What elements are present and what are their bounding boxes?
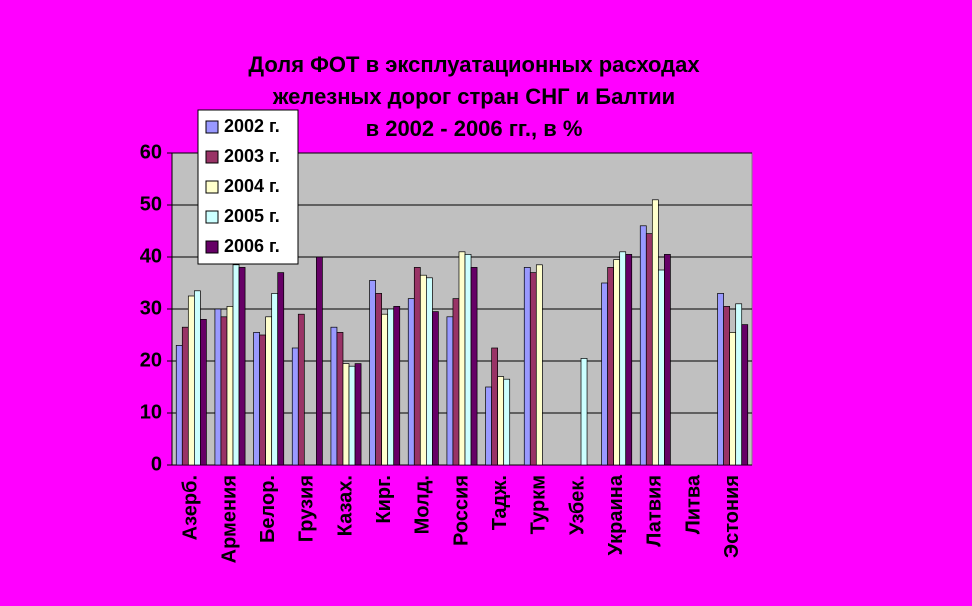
bar: [181, 326, 189, 466]
bar: [407, 298, 415, 466]
bar: [491, 347, 499, 466]
legend-swatch: [205, 150, 219, 164]
x-tick-label: Белор.: [257, 475, 279, 543]
bar: [651, 199, 659, 466]
x-tick-label: Украина: [605, 474, 627, 555]
bar: [580, 358, 588, 466]
y-tick-label: 30: [140, 297, 162, 319]
bar: [717, 293, 724, 466]
bar: [601, 282, 608, 466]
bar: [271, 293, 279, 466]
x-tick-label: Узбек.: [566, 475, 588, 535]
bar: [277, 272, 285, 466]
bar: [425, 277, 433, 466]
bar: [193, 290, 201, 466]
bar: [645, 233, 653, 466]
legend-swatch: [205, 210, 219, 224]
bar: [619, 251, 627, 466]
bar: [446, 316, 454, 466]
bar: [259, 334, 267, 466]
bar: [485, 386, 492, 466]
bar: [297, 313, 305, 466]
x-tick-label: Туркм: [528, 475, 550, 534]
y-tick-label: 10: [140, 401, 162, 423]
y-tick-label: 40: [140, 245, 162, 267]
bar: [458, 251, 466, 466]
x-tick-label: Россия: [450, 475, 472, 546]
legend-label: 2003 г.: [224, 146, 280, 166]
x-tick-label: Эстония: [721, 475, 743, 558]
bar: [232, 264, 240, 466]
bar: [464, 254, 472, 466]
bar: [741, 324, 749, 466]
bar: [419, 274, 427, 466]
bar: [625, 254, 633, 466]
bar: [220, 316, 228, 466]
bar: [238, 267, 246, 466]
bar: [529, 272, 537, 466]
bar: [413, 267, 421, 466]
x-tick-label: Грузия: [296, 475, 318, 542]
x-tick-label: Азерб.: [180, 475, 202, 540]
bar: [497, 376, 505, 466]
y-tick-label: 50: [140, 193, 162, 215]
bar: [187, 295, 195, 466]
x-tick-label: Армения: [218, 475, 240, 563]
legend-label: 2002 г.: [224, 116, 280, 136]
bar: [348, 365, 356, 466]
legend-label: 2006 г.: [224, 236, 280, 256]
bar: [175, 345, 183, 466]
legend-swatch: [205, 180, 219, 194]
bar: [265, 316, 273, 466]
bar: [657, 269, 665, 466]
x-tick-label: Латвия: [644, 475, 666, 547]
x-tick-label: Литва: [682, 474, 704, 534]
chart-title: Доля ФОТ в эксплуатационных расходах: [248, 52, 700, 77]
bar: [535, 264, 543, 466]
bar: [607, 267, 615, 466]
bar: [330, 326, 338, 466]
bar: [354, 363, 362, 466]
bar: [375, 293, 383, 466]
chart-title: железных дорог стран СНГ и Балтии: [272, 84, 675, 109]
x-tick-label: Кирг.: [373, 475, 395, 524]
bar: [200, 319, 207, 466]
bar: [214, 308, 222, 466]
bar: [432, 311, 439, 466]
bar: [470, 267, 478, 466]
bar: [336, 332, 344, 466]
chart-title: в 2002 - 2006 гг., в %: [366, 116, 583, 141]
legend-label: 2005 г.: [224, 206, 280, 226]
bar: [503, 378, 511, 466]
bar: [639, 225, 647, 466]
bar: [393, 306, 401, 466]
bar: [723, 306, 731, 466]
bar: [226, 306, 234, 466]
bar: [664, 254, 671, 466]
y-tick-label: 60: [140, 141, 162, 163]
bar: [735, 303, 743, 466]
x-tick-label: Молд.: [412, 475, 434, 534]
bar: [342, 363, 350, 466]
bar: [729, 332, 737, 466]
legend-swatch: [205, 240, 219, 254]
x-tick-label: Тадж.: [489, 475, 511, 530]
bar: [523, 267, 531, 466]
bar: [387, 308, 395, 466]
bar: [291, 347, 299, 466]
legend-swatch: [205, 120, 219, 134]
bar: [613, 259, 621, 466]
bar: [369, 280, 376, 466]
legend-label: 2004 г.: [224, 176, 280, 196]
y-tick-label: 0: [151, 453, 162, 475]
y-tick-label: 20: [140, 349, 162, 371]
bar: [452, 298, 460, 466]
bar: [316, 256, 323, 466]
x-tick-label: Казах.: [334, 475, 356, 536]
bar: [381, 313, 389, 466]
bar: [253, 332, 260, 466]
